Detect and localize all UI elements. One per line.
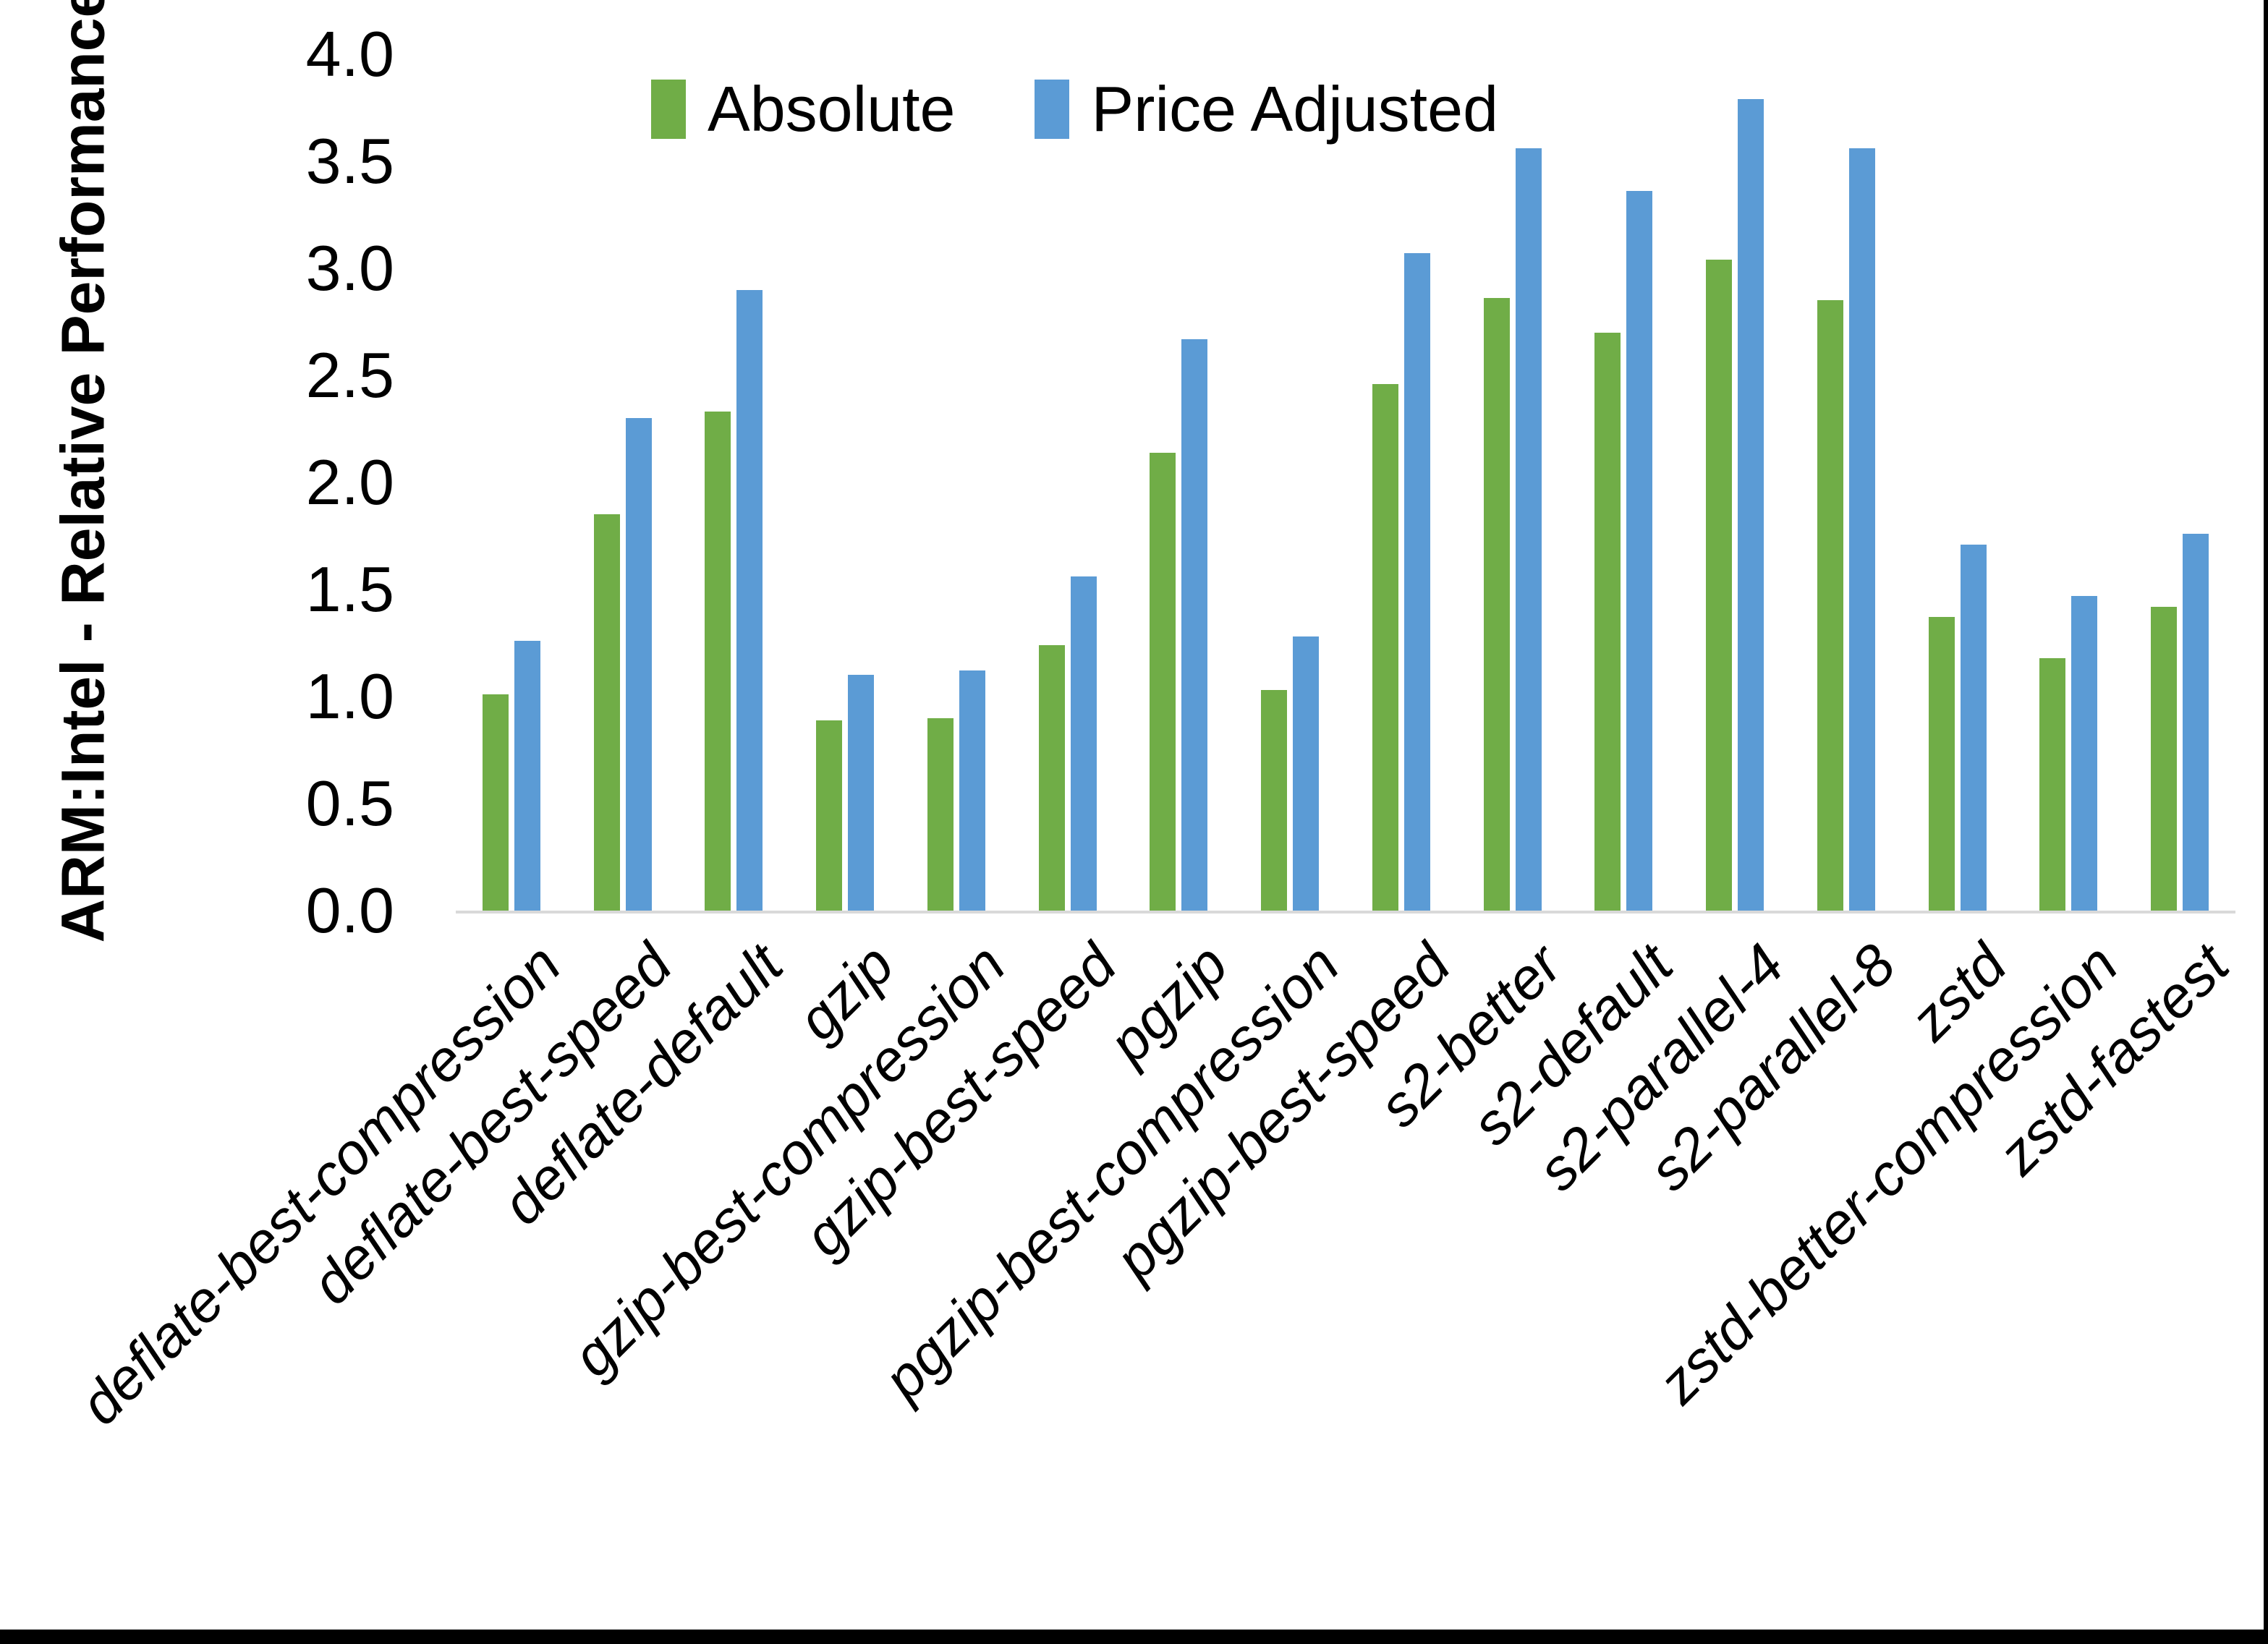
bar-price-adjusted-zstd-fastest (2183, 534, 2209, 911)
y-tick-label: 2.0 (305, 446, 394, 518)
y-tick-label: 3.5 (305, 125, 394, 197)
bar-absolute-s2-parallel-8 (1817, 300, 1843, 911)
bar-price-adjusted-deflate-best-speed (625, 418, 652, 911)
bar-price-adjusted-s2-parallel-8 (1848, 148, 1875, 911)
bar-absolute-pgzip (1150, 452, 1176, 911)
bar-price-adjusted-pgzip-best-speed (1403, 253, 1430, 911)
legend-label-absolute: Absolute (708, 73, 956, 145)
bar-absolute-pgzip-best-compression (1261, 690, 1288, 911)
legend-swatch-price-adjusted (1035, 80, 1070, 139)
y-tick-label: 2.5 (305, 339, 394, 411)
frame-border-bottom (0, 1630, 2268, 1644)
bar-absolute-s2-default (1594, 332, 1621, 911)
y-tick-label: 1.5 (305, 553, 394, 625)
bar-price-adjusted-s2-better (1515, 148, 1542, 911)
bar-price-adjusted-gzip (848, 675, 875, 911)
bar-price-adjusted-zstd-better-compression (2071, 595, 2098, 911)
legend-item-price-adjusted: Price Adjusted (1035, 72, 1498, 146)
bar-absolute-pgzip-best-speed (1372, 383, 1398, 911)
plot-area (456, 54, 2235, 913)
bar-absolute-deflate-best-compression (482, 694, 509, 911)
y-tick-label: 1.0 (305, 660, 394, 732)
frame-border-right (2264, 0, 2268, 1644)
x-axis-line (456, 911, 2235, 913)
bar-price-adjusted-deflate-default (736, 289, 763, 911)
y-tick-label: 0.5 (305, 767, 394, 839)
bar-absolute-gzip-best-compression (927, 717, 954, 911)
bar-absolute-deflate-default (705, 412, 731, 911)
bar-absolute-s2-better (1483, 298, 1510, 911)
bar-absolute-deflate-best-speed (593, 514, 620, 911)
bar-price-adjusted-gzip-best-speed (1070, 576, 1097, 911)
y-axis-title: ARM:Intel - Relative Performance (48, 0, 117, 943)
bar-absolute-gzip (816, 720, 843, 911)
bar-price-adjusted-pgzip-best-compression (1293, 636, 1320, 911)
bar-absolute-gzip-best-speed (1038, 644, 1065, 911)
y-tick-label: 4.0 (305, 18, 394, 90)
legend-item-absolute: Absolute (651, 72, 955, 146)
bar-price-adjusted-gzip-best-compression (959, 670, 985, 911)
y-tick-label: 0.0 (305, 874, 394, 946)
legend-label-price-adjusted: Price Adjusted (1091, 73, 1499, 145)
bar-price-adjusted-s2-parallel-4 (1738, 99, 1764, 911)
legend: Absolute Price Adjusted (651, 72, 1498, 146)
bar-price-adjusted-s2-default (1626, 191, 1653, 911)
bar-absolute-zstd-better-compression (2039, 657, 2066, 911)
legend-swatch-absolute (651, 80, 686, 139)
bar-price-adjusted-pgzip (1181, 338, 1208, 911)
bar-price-adjusted-zstd (1960, 544, 1987, 911)
bar-absolute-zstd-fastest (2151, 606, 2178, 911)
y-tick-label: 3.0 (305, 232, 394, 304)
bar-price-adjusted-deflate-best-compression (514, 641, 540, 911)
bar-absolute-zstd (1928, 617, 1955, 911)
bar-absolute-s2-parallel-4 (1706, 260, 1733, 911)
